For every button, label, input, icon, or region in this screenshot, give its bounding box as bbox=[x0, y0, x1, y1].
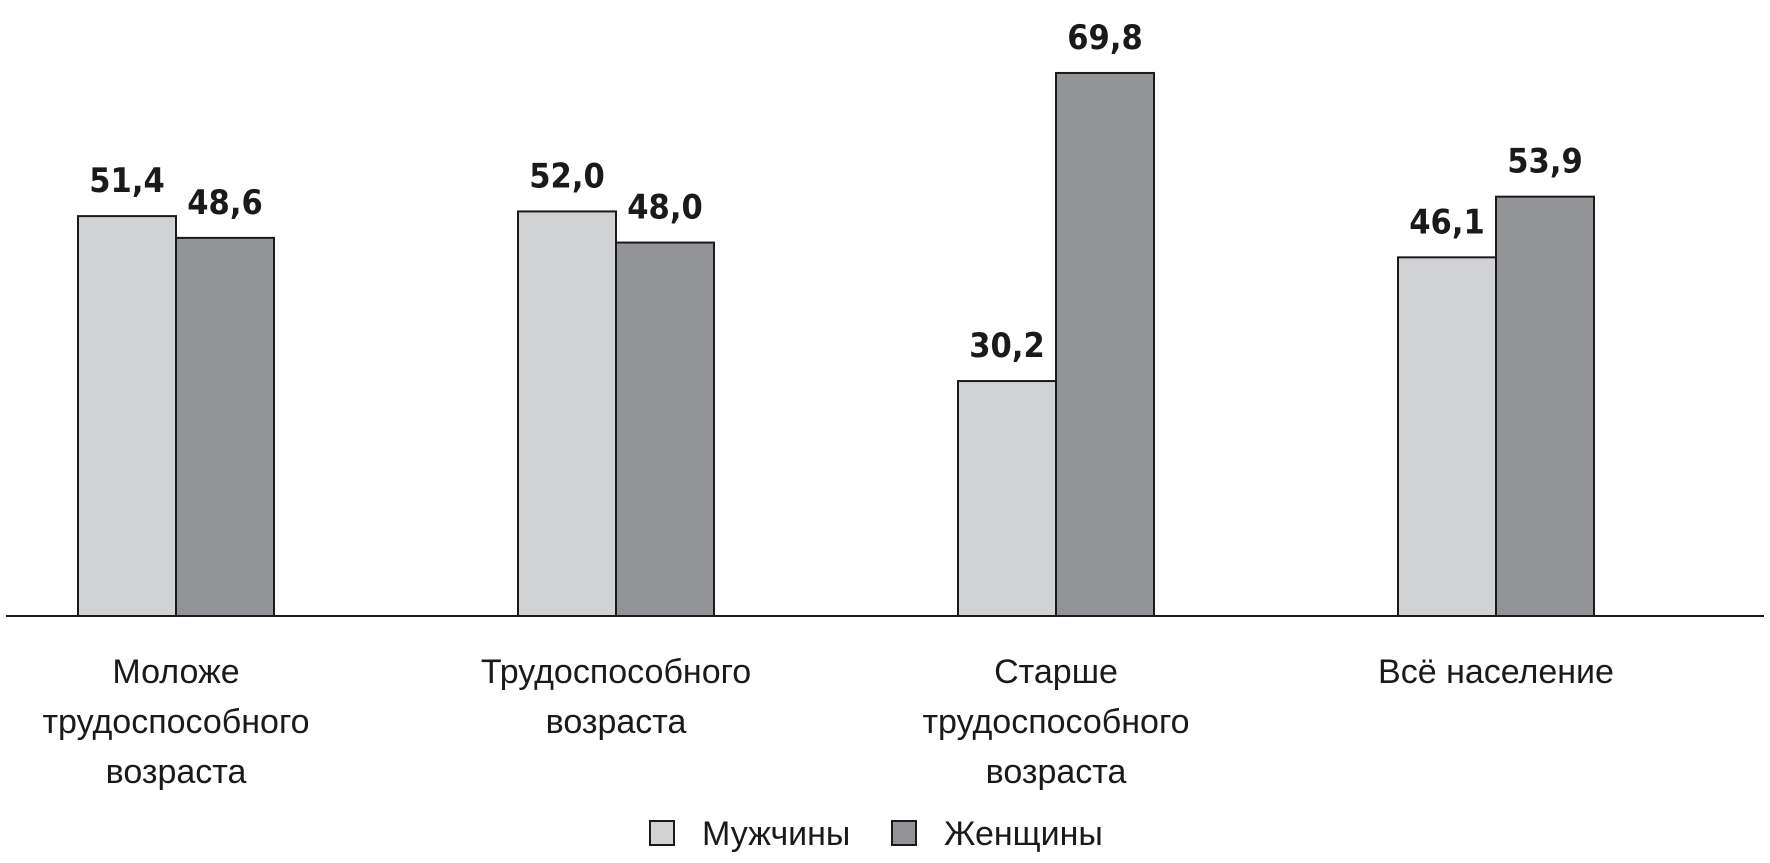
bar-men-0 bbox=[77, 215, 177, 617]
category-label-2-line-0: Старше bbox=[994, 653, 1118, 691]
category-label-0-line-0: Моложе bbox=[112, 653, 239, 691]
category-label-1-line-1: возраста bbox=[546, 703, 687, 741]
legend-label-men: Мужчины bbox=[702, 815, 850, 853]
value-label-women-3: 53,9 bbox=[1507, 142, 1582, 182]
category-labels-group: Моложе трудоспособного возраста Трудоспособ… bbox=[42, 653, 1614, 791]
bar-women-1 bbox=[615, 241, 715, 617]
bar-women-3 bbox=[1495, 195, 1595, 618]
bar-men-2 bbox=[957, 380, 1057, 617]
category-label-3-line-0: Всё население bbox=[1378, 653, 1614, 691]
value-label-men-2: 30,2 bbox=[969, 326, 1044, 366]
legend-label-women: Женщины bbox=[944, 815, 1103, 853]
value-label-women-0: 48,6 bbox=[187, 183, 262, 223]
category-label-1-line-0: Трудоспособного bbox=[481, 653, 751, 691]
legend: Мужчины Женщины bbox=[649, 815, 1103, 853]
value-label-men-0: 51,4 bbox=[89, 161, 164, 201]
category-label-2-line-2: возраста bbox=[986, 753, 1127, 791]
legend-swatch-men bbox=[649, 820, 675, 846]
value-label-women-1: 48,0 bbox=[627, 188, 702, 228]
category-label-0-line-1: трудоспособного bbox=[42, 703, 309, 741]
category-label-2-line-1: трудоспособного bbox=[922, 703, 1189, 741]
value-label-women-2: 69,8 bbox=[1067, 18, 1142, 58]
bar-men-3 bbox=[1397, 256, 1497, 617]
category-label-0-line-2: возраста bbox=[106, 753, 247, 791]
bar-men-1 bbox=[517, 210, 617, 617]
bar-women-2 bbox=[1055, 71, 1155, 618]
bars-group bbox=[77, 71, 1595, 618]
legend-swatch-women bbox=[891, 820, 917, 846]
value-label-men-1: 52,0 bbox=[529, 156, 604, 196]
value-labels-group: 51,4 52,0 30,2 46,1 48,6 48,0 69,8 53,9 bbox=[89, 18, 1582, 366]
value-label-men-3: 46,1 bbox=[1409, 202, 1484, 242]
bar-women-0 bbox=[175, 236, 275, 617]
